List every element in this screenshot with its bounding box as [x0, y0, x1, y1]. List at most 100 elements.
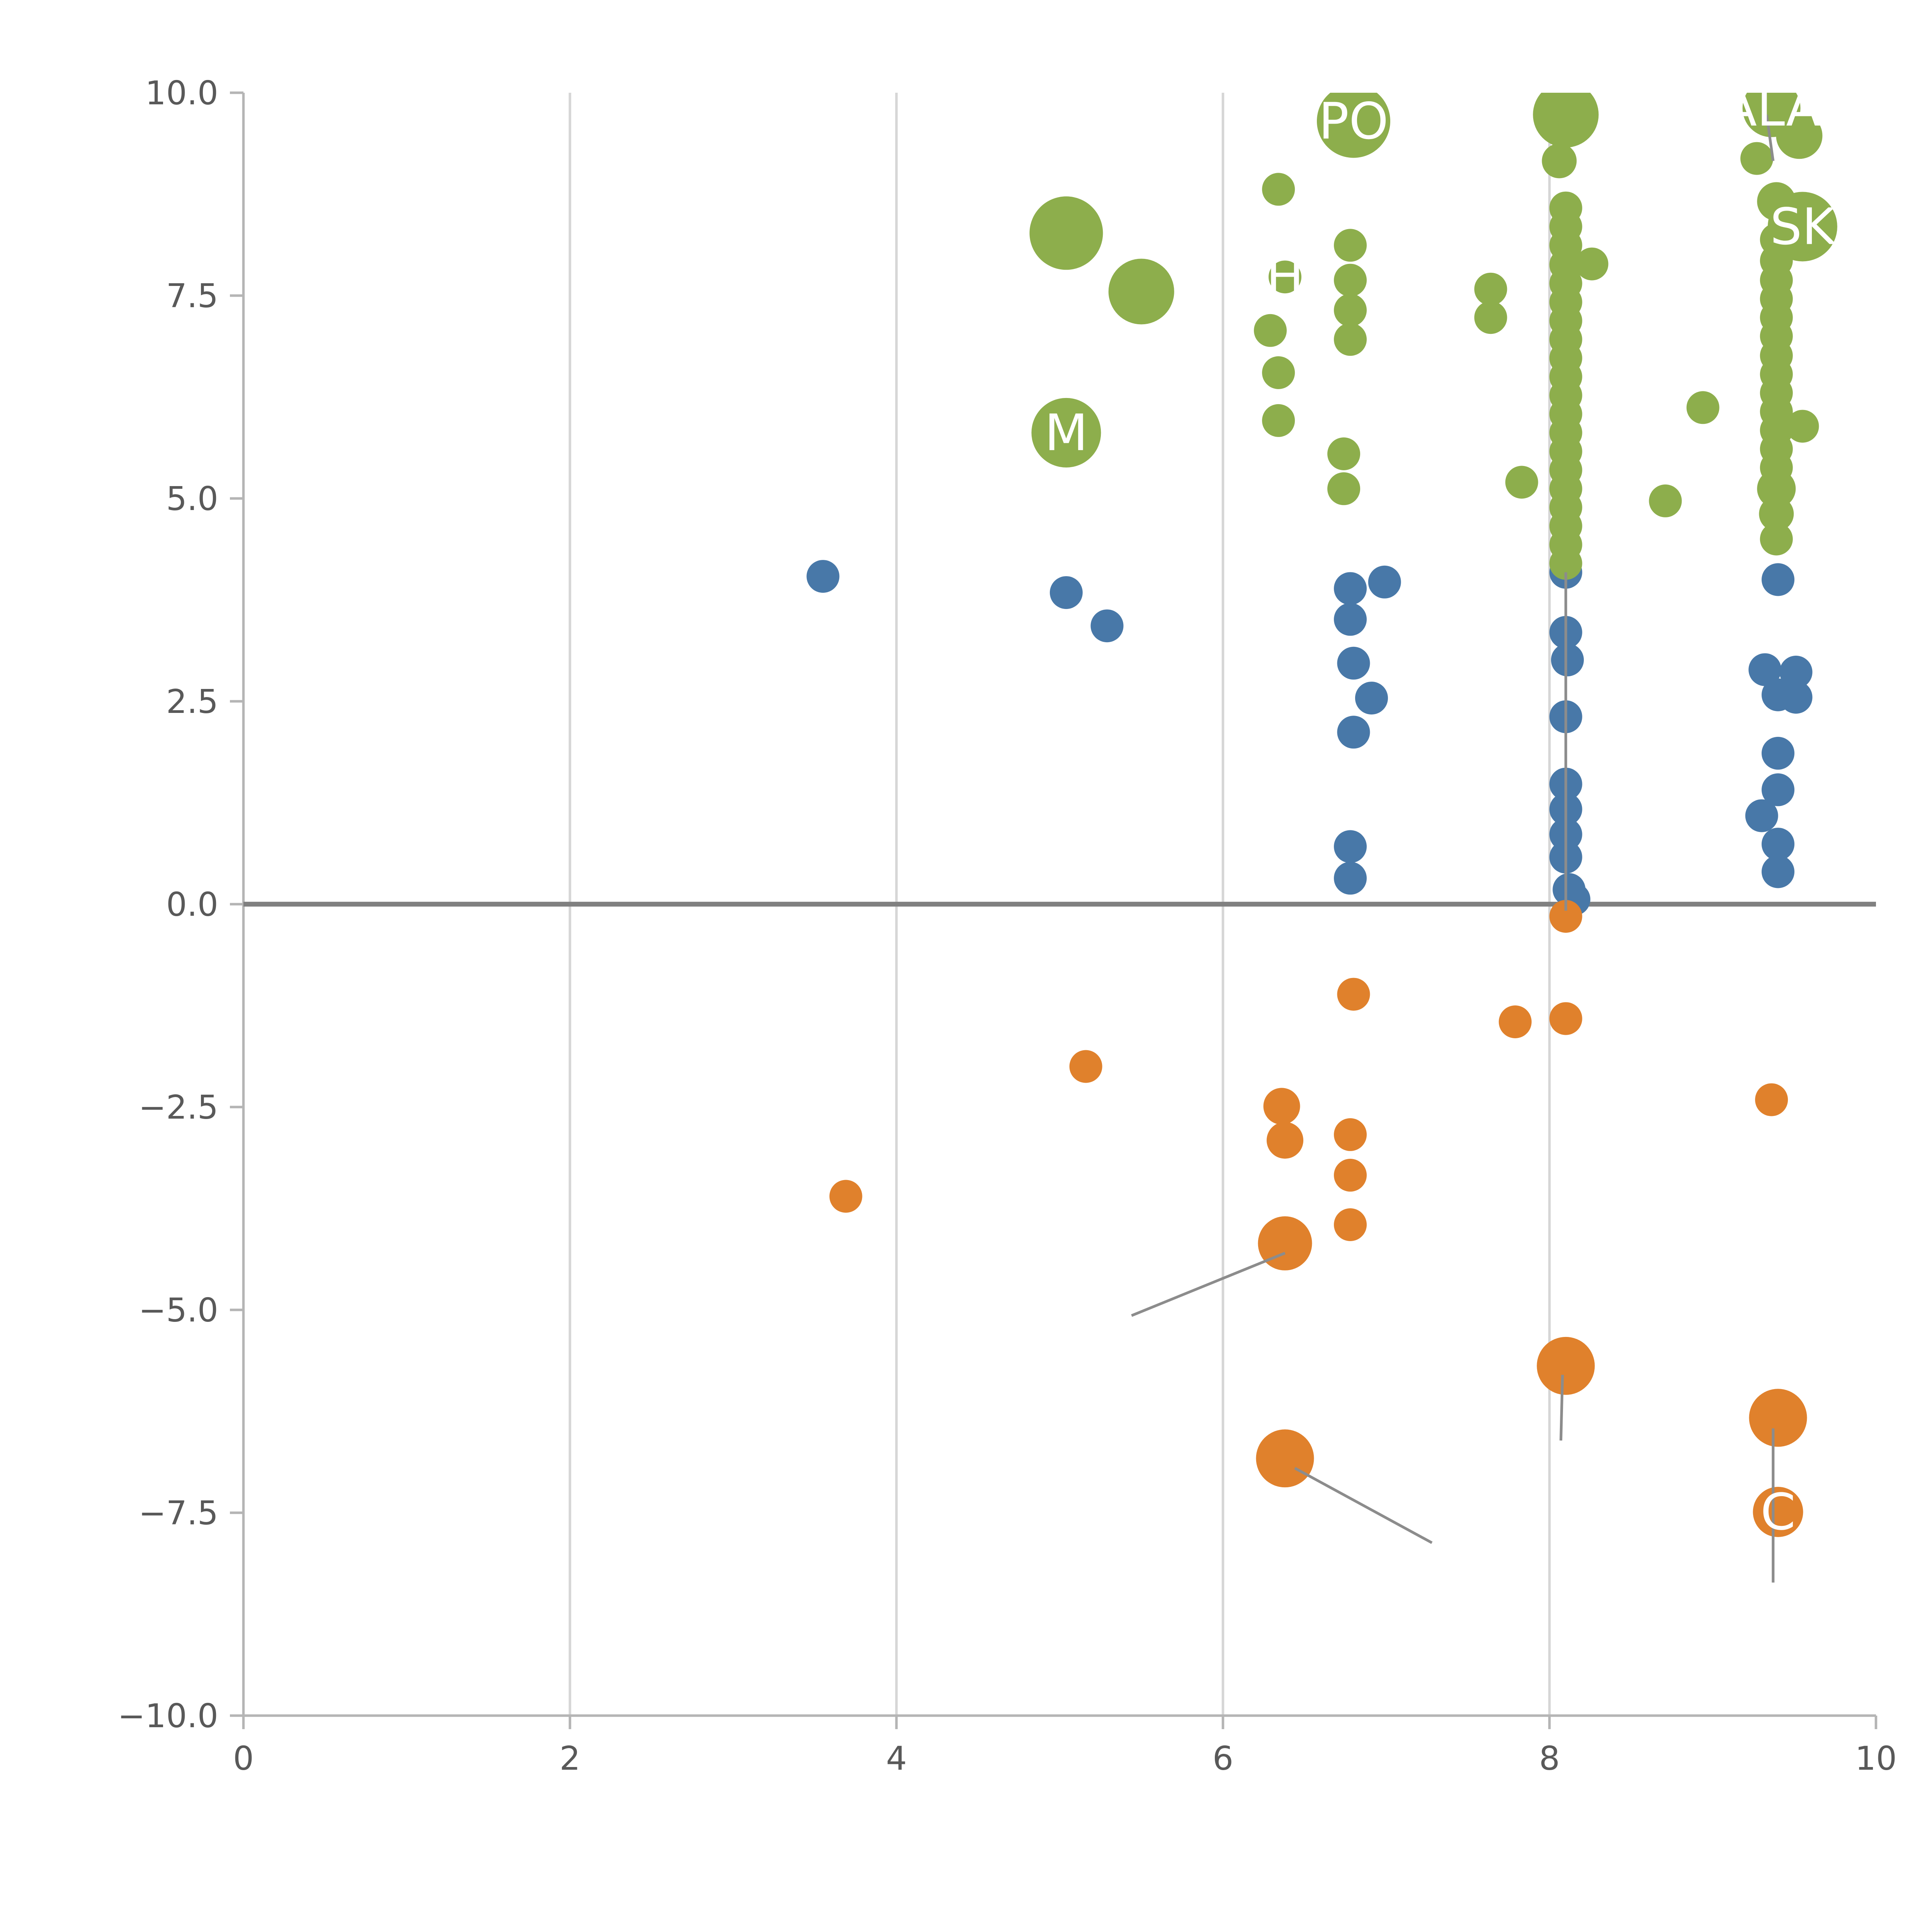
data-point [1327, 437, 1361, 470]
bubble-label: C [1760, 1483, 1796, 1541]
x-tick-label: 10 [1855, 1740, 1897, 1778]
annotation-line [1294, 1467, 1433, 1544]
bubble-labels: PO ALA SK M H C [1044, 79, 1836, 1541]
data-point [1575, 247, 1609, 281]
data-point [1505, 466, 1538, 499]
annotation-line [1131, 1252, 1286, 1317]
data-point [1755, 1083, 1788, 1116]
data-point [1779, 681, 1813, 714]
data-point [1334, 264, 1367, 297]
x-tick-label: 4 [886, 1740, 907, 1778]
y-tick-label: 0.0 [166, 886, 218, 924]
data-point [1760, 522, 1793, 556]
data-point [1748, 653, 1782, 686]
data-point [1269, 260, 1302, 294]
data-point [1337, 978, 1370, 1011]
data-point [1537, 1337, 1595, 1395]
data-point [1334, 294, 1367, 327]
data-point [1749, 1389, 1807, 1447]
data-point [1776, 112, 1823, 159]
data-point [1258, 1216, 1312, 1270]
data-point [1762, 736, 1794, 770]
y-tick-label: 7.5 [166, 277, 218, 315]
annotation-lines [1131, 114, 1775, 1583]
data-point [1549, 900, 1582, 933]
data-point [1337, 716, 1370, 749]
data-point [1757, 182, 1796, 221]
data-point [1334, 862, 1367, 895]
data-point [1786, 410, 1819, 443]
y-tick-label: −10.0 [118, 1697, 218, 1735]
data-point [1049, 576, 1083, 609]
bubble-label: SK [1770, 197, 1836, 256]
y-tick-label: −2.5 [139, 1088, 218, 1127]
data-point [1317, 93, 1390, 158]
data-point [1474, 272, 1507, 306]
data-point [1753, 1486, 1803, 1537]
data-point [1090, 609, 1124, 643]
data-point [1549, 547, 1582, 580]
data-point [1069, 1050, 1102, 1083]
data-point [806, 560, 840, 593]
y-tick-label: −7.5 [139, 1494, 218, 1532]
bubble-label: ALA [1723, 79, 1820, 138]
data-point [1368, 565, 1401, 599]
data-point [1355, 682, 1388, 715]
x-tick-label: 0 [233, 1740, 254, 1778]
data-point [1762, 773, 1794, 806]
data-point [1256, 1429, 1314, 1488]
data-point [1542, 143, 1577, 179]
data-point [1334, 1118, 1367, 1151]
bubble-label: PO [1319, 92, 1389, 151]
data-point [1254, 314, 1287, 347]
data-point [1334, 830, 1367, 863]
y-tick-label: 2.5 [166, 683, 218, 721]
data-point [1108, 259, 1174, 325]
data-point [1740, 142, 1774, 175]
x-tick-label: 6 [1213, 1740, 1233, 1778]
data-point [1267, 1122, 1304, 1159]
data-point [1031, 398, 1101, 468]
data-point [1551, 643, 1584, 677]
data-point [1327, 472, 1361, 505]
series-blue-positive-low [806, 556, 1813, 916]
series-orange-negative [829, 900, 1807, 1537]
data-point [1334, 1208, 1367, 1241]
x-tick-label: 2 [560, 1740, 580, 1778]
series-green-positive-high [1029, 93, 1837, 580]
data-point [1533, 93, 1599, 148]
data-point [1498, 1005, 1532, 1038]
bubble-label: H [1266, 248, 1304, 306]
bubble-label: M [1044, 403, 1088, 462]
data-point [1334, 323, 1367, 356]
data-point [1779, 655, 1813, 689]
annotation-line [1560, 1374, 1564, 1441]
y-tick-label: 10.0 [145, 74, 218, 112]
data-point [829, 1180, 862, 1213]
data-point [1762, 855, 1794, 888]
data-point [1334, 1158, 1367, 1192]
data-point [1334, 229, 1367, 262]
y-tick-label: −5.0 [139, 1291, 218, 1330]
data-point [1334, 603, 1367, 636]
data-point [1262, 356, 1295, 389]
y-tick-label: 5.0 [166, 480, 218, 518]
data-point [1474, 301, 1507, 334]
x-tick-label: 8 [1539, 1740, 1560, 1778]
data-point [1029, 196, 1103, 270]
data-point [1649, 484, 1682, 517]
data-point [1762, 828, 1794, 861]
annotation-line [1765, 114, 1775, 161]
data-point [1334, 572, 1367, 605]
data-point [1686, 391, 1719, 424]
data-point [1757, 469, 1796, 508]
data-point [1759, 496, 1794, 531]
data-point [1263, 1088, 1300, 1125]
data-point [1262, 404, 1295, 437]
data-point [1549, 1002, 1582, 1035]
data-point [1262, 173, 1295, 206]
data-point [1745, 799, 1778, 832]
data-point [1337, 646, 1370, 680]
